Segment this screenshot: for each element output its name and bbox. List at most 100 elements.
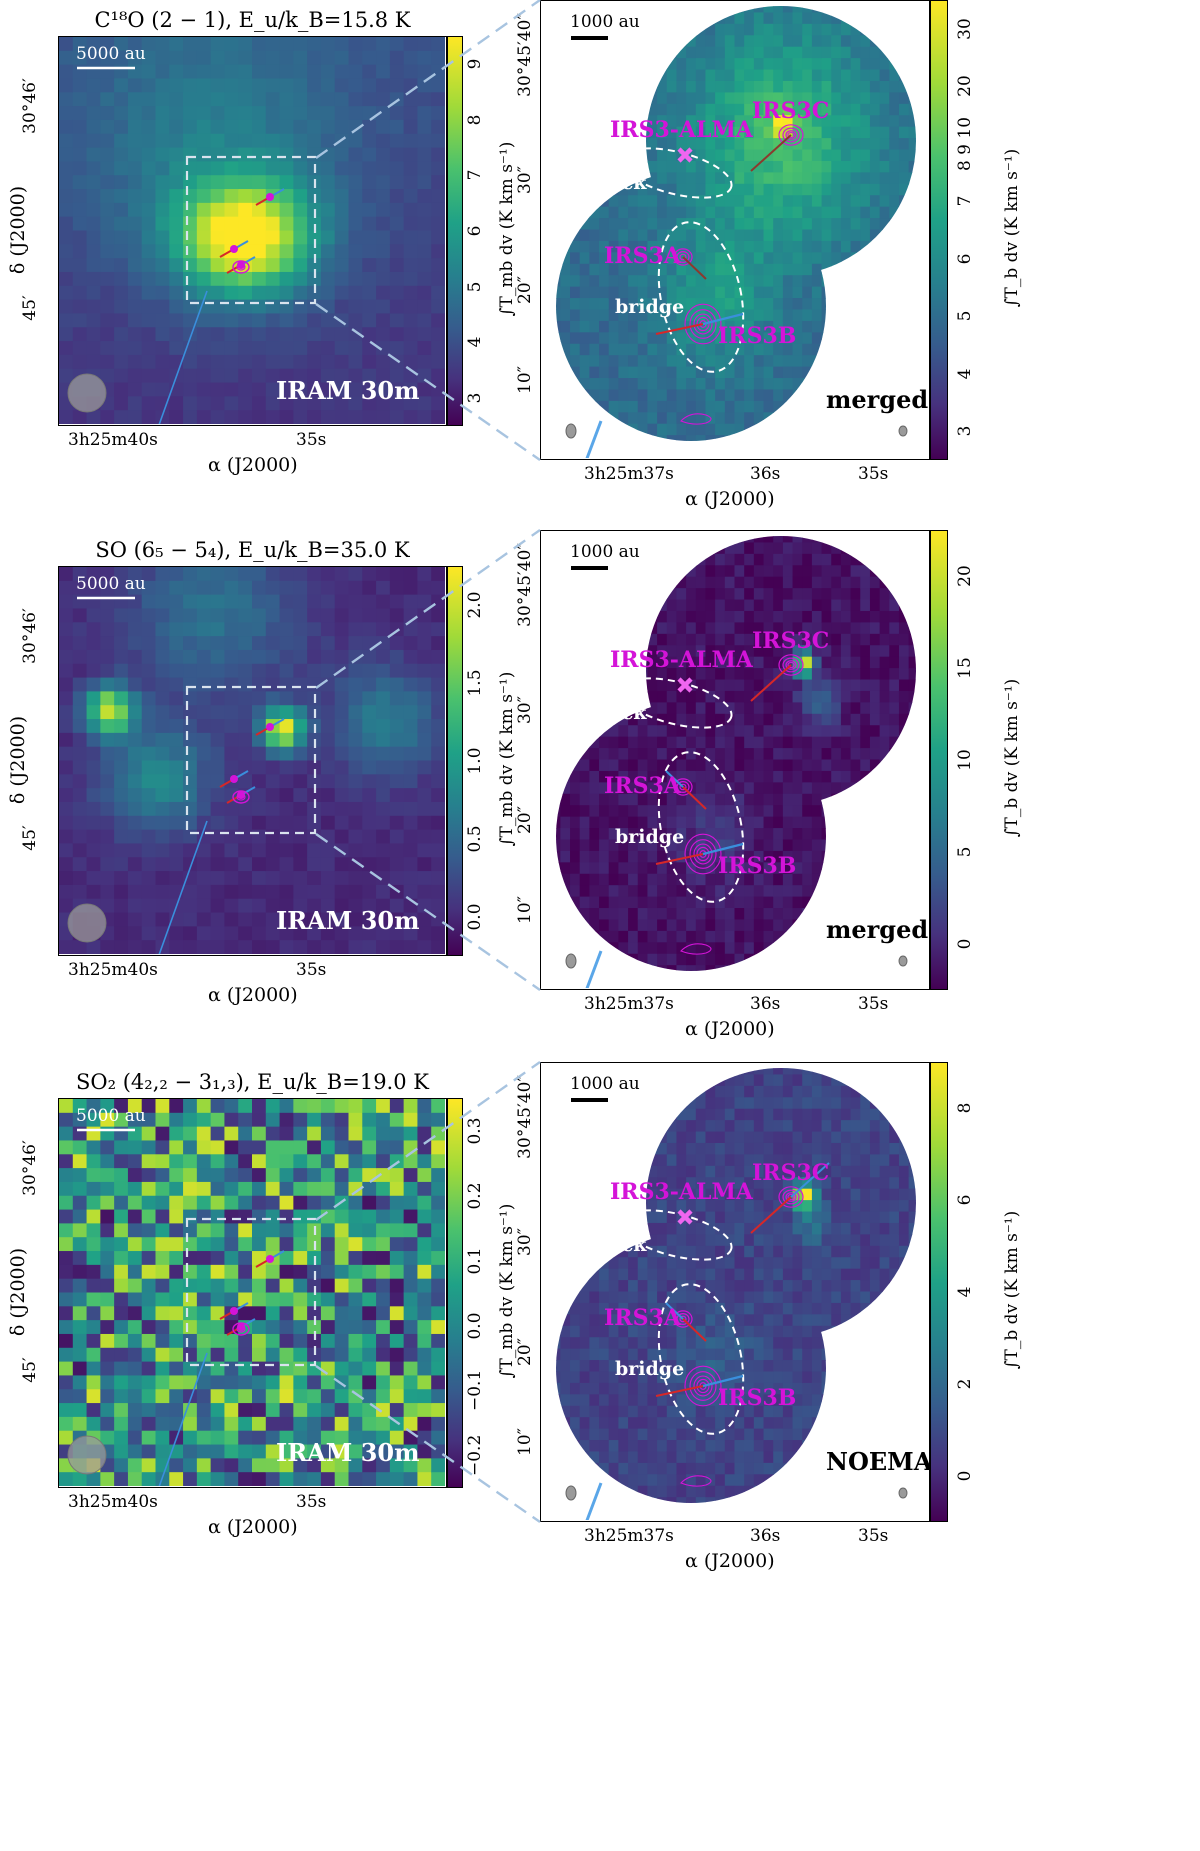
map-pixel <box>782 542 794 555</box>
map-pixel <box>782 195 794 208</box>
map-pixel <box>307 774 322 789</box>
map-pixel <box>86 92 101 107</box>
map-pixel <box>918 104 928 116</box>
map-pixel <box>210 801 226 817</box>
map-pixel <box>734 679 745 692</box>
map-pixel <box>850 115 861 128</box>
map-pixel <box>908 770 916 783</box>
map-pixel <box>753 553 765 566</box>
map-pixel <box>560 366 571 379</box>
map-pixel <box>599 908 610 921</box>
map-pixel <box>599 355 610 368</box>
map-pixel <box>686 92 697 105</box>
map-pixel <box>307 106 322 121</box>
map-pixel <box>782 320 794 333</box>
map-pixel <box>753 126 765 139</box>
map-pixel <box>763 160 774 173</box>
map-pixel <box>403 258 419 273</box>
map-pixel <box>782 126 794 139</box>
map-pixel <box>715 218 726 231</box>
map-pixel <box>792 58 803 71</box>
map-pixel <box>666 92 678 105</box>
map-pixel <box>724 332 736 345</box>
map-pixel <box>724 206 736 219</box>
map-pixel <box>821 679 832 692</box>
map-pixel <box>840 679 852 692</box>
map-pixel <box>773 885 784 898</box>
map-pixel <box>889 172 900 185</box>
map-pixel <box>265 216 281 232</box>
map-pixel <box>86 258 101 273</box>
map-pixel <box>773 656 784 669</box>
map-pixel <box>59 1472 74 1486</box>
map-pixel <box>735 977 745 988</box>
map-pixel <box>831 565 842 578</box>
map-pixel <box>831 633 842 646</box>
map-pixel <box>560 930 571 943</box>
map-pixel <box>608 850 620 863</box>
map-pixel <box>183 746 198 762</box>
map-pixel <box>100 147 115 162</box>
contour <box>673 778 693 796</box>
map-pixel <box>556 896 561 909</box>
map-pixel <box>831 896 842 909</box>
map-pixel <box>918 748 928 760</box>
map-pixel <box>908 126 916 139</box>
map-pixel <box>773 930 784 943</box>
map-pixel <box>608 565 620 578</box>
map-pixel <box>782 633 794 646</box>
map-pixel <box>802 828 813 841</box>
map-pixel <box>792 183 803 196</box>
map-pixel <box>657 400 668 413</box>
map-pixel <box>431 940 445 954</box>
map-pixel <box>860 599 871 612</box>
map-pixel <box>265 341 281 356</box>
map-pixel <box>831 263 842 276</box>
map-pixel <box>647 12 658 25</box>
map-pixel <box>560 977 570 988</box>
map-pixel <box>618 412 629 425</box>
map-pixel <box>556 565 561 578</box>
map-pixel <box>320 719 336 734</box>
map-pixel <box>840 172 852 185</box>
map-pixel <box>831 206 842 219</box>
map-pixel <box>127 567 143 582</box>
map-pixel <box>860 770 871 783</box>
map-pixel <box>889 873 900 886</box>
map-pixel <box>265 622 281 637</box>
map-pixel <box>141 719 157 734</box>
map-pixel <box>570 389 581 402</box>
map-pixel <box>196 760 212 775</box>
map-pixel <box>898 6 910 14</box>
map-pixel <box>320 567 336 582</box>
map-pixel <box>72 230 88 245</box>
map-pixel <box>647 805 658 818</box>
map-pixel <box>86 677 101 692</box>
map-pixel <box>744 713 755 726</box>
map-pixel <box>918 645 928 657</box>
map-pixel <box>100 815 115 831</box>
map-pixel <box>320 732 336 748</box>
right-map-image <box>541 536 928 988</box>
map-pixel <box>210 64 226 80</box>
map-pixel <box>431 884 445 900</box>
map-pixel <box>541 737 551 749</box>
map-pixel <box>362 92 377 107</box>
map-pixel <box>850 816 861 829</box>
map-pixel <box>811 366 823 379</box>
map-pixel <box>705 58 716 71</box>
map-pixel <box>657 977 667 988</box>
map-pixel <box>100 78 115 93</box>
map-pixel <box>599 366 610 379</box>
map-pixel <box>792 252 803 265</box>
map-pixel <box>431 801 445 817</box>
map-pixel <box>169 299 184 315</box>
map-pixel <box>676 656 687 669</box>
map-pixel <box>127 119 143 135</box>
map-pixel <box>100 258 115 273</box>
map-pixel <box>114 189 129 204</box>
map-pixel <box>744 275 755 288</box>
map-pixel <box>666 378 678 391</box>
map-pixel <box>869 576 881 589</box>
map-pixel <box>860 565 871 578</box>
